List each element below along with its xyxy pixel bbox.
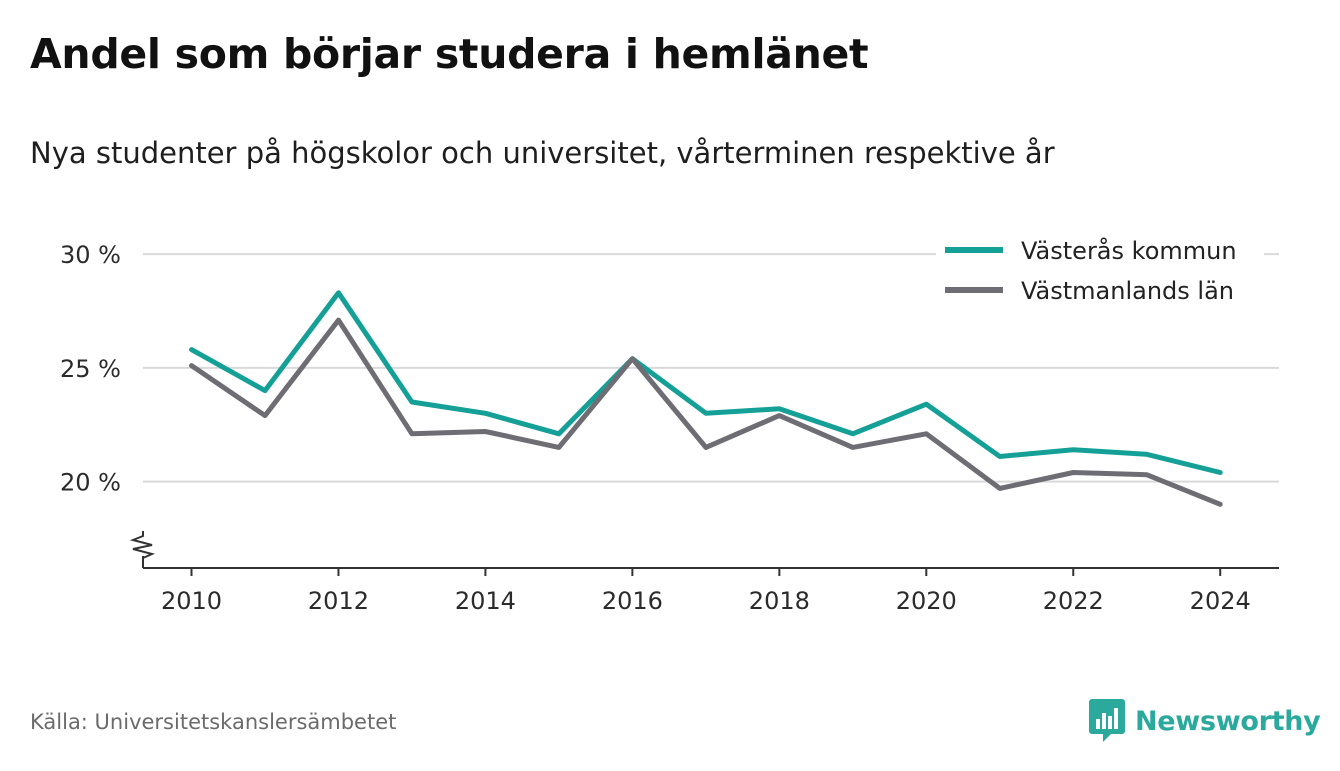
- legend: Västerås kommun Västmanlands län: [936, 232, 1264, 310]
- series-line-2: [189, 317, 1223, 507]
- x-tick-label: 2024: [1190, 587, 1251, 615]
- legend-background: [936, 232, 1264, 310]
- legend-label-1: Västerås kommun: [1021, 236, 1237, 265]
- x-tick-label: 2012: [308, 587, 369, 615]
- series-lines: [189, 290, 1223, 507]
- chart-title: Andel som börjar studera i hemlänet: [30, 30, 869, 78]
- newsworthy-logo-icon: [1089, 699, 1125, 742]
- y-tick-label: 20 %: [60, 469, 121, 497]
- source-note: Källa: Universitetskanslersämbetet: [30, 710, 397, 734]
- x-tick-label: 2020: [896, 587, 957, 615]
- x-tick-label: 2022: [1043, 587, 1104, 615]
- brand-name: Newsworthy: [1135, 705, 1321, 737]
- axis-break-icon: [129, 531, 156, 559]
- x-tick-label: 2010: [161, 587, 222, 615]
- brand[interactable]: Newsworthy: [1089, 699, 1321, 743]
- axes: 20 % 25 % 30 % 2010 2012 2014 2016 2018 2020 2022…: [60, 241, 1279, 615]
- x-tick-label: 2014: [455, 587, 516, 615]
- legend-label-2: Västmanlands län: [1021, 277, 1234, 305]
- y-tick-label: 25 %: [60, 355, 121, 383]
- chart-subtitle: Nya studenter på högskolor och universit…: [30, 136, 1055, 170]
- x-tick-label: 2016: [602, 587, 663, 615]
- x-tick-label: 2018: [749, 587, 810, 615]
- series-line-1: [189, 290, 1223, 475]
- y-tick-label: 30 %: [60, 241, 121, 269]
